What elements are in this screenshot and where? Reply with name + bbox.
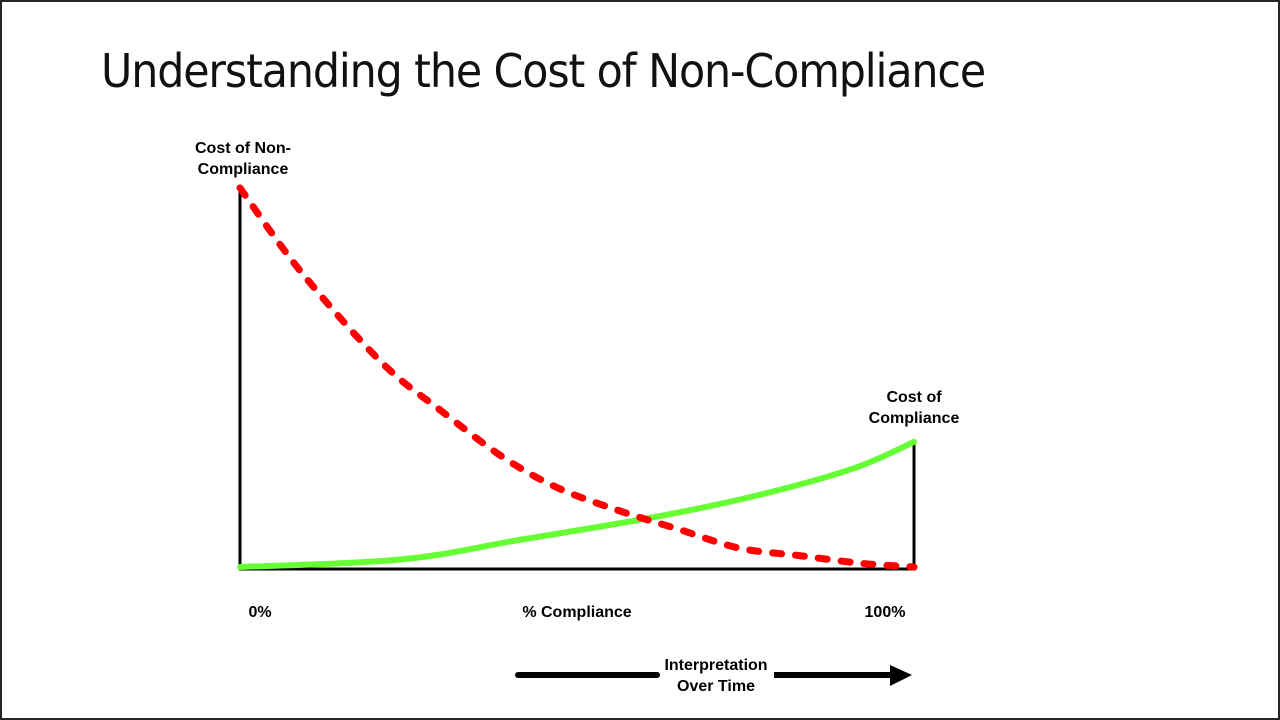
compliance-label: Cost of Compliance [854,387,974,429]
arrow-label-line1: Interpretation [664,657,768,674]
x-tick-min: 0% [248,604,272,621]
compliance-label-line1: Cost of [886,389,942,406]
noncompliance-label-line2: Compliance [197,161,289,178]
x-tick-max: 100% [864,604,906,621]
interpretation-arrow-label: Interpretation Over Time [652,655,780,697]
arrow-label-line2: Over Time [677,678,755,695]
compliance-label-line2: Compliance [868,410,960,427]
noncompliance-label-line1: Cost of Non- [195,140,291,157]
compliance-cost-curve [237,438,917,570]
arrow-head-icon [890,665,912,686]
noncompliance-cost-curve [236,184,918,571]
noncompliance-label: Cost of Non- Compliance [180,138,306,180]
x-axis-title: % Compliance [522,604,632,621]
slide-title: Understanding the Cost of Non-Compliance [101,44,986,98]
